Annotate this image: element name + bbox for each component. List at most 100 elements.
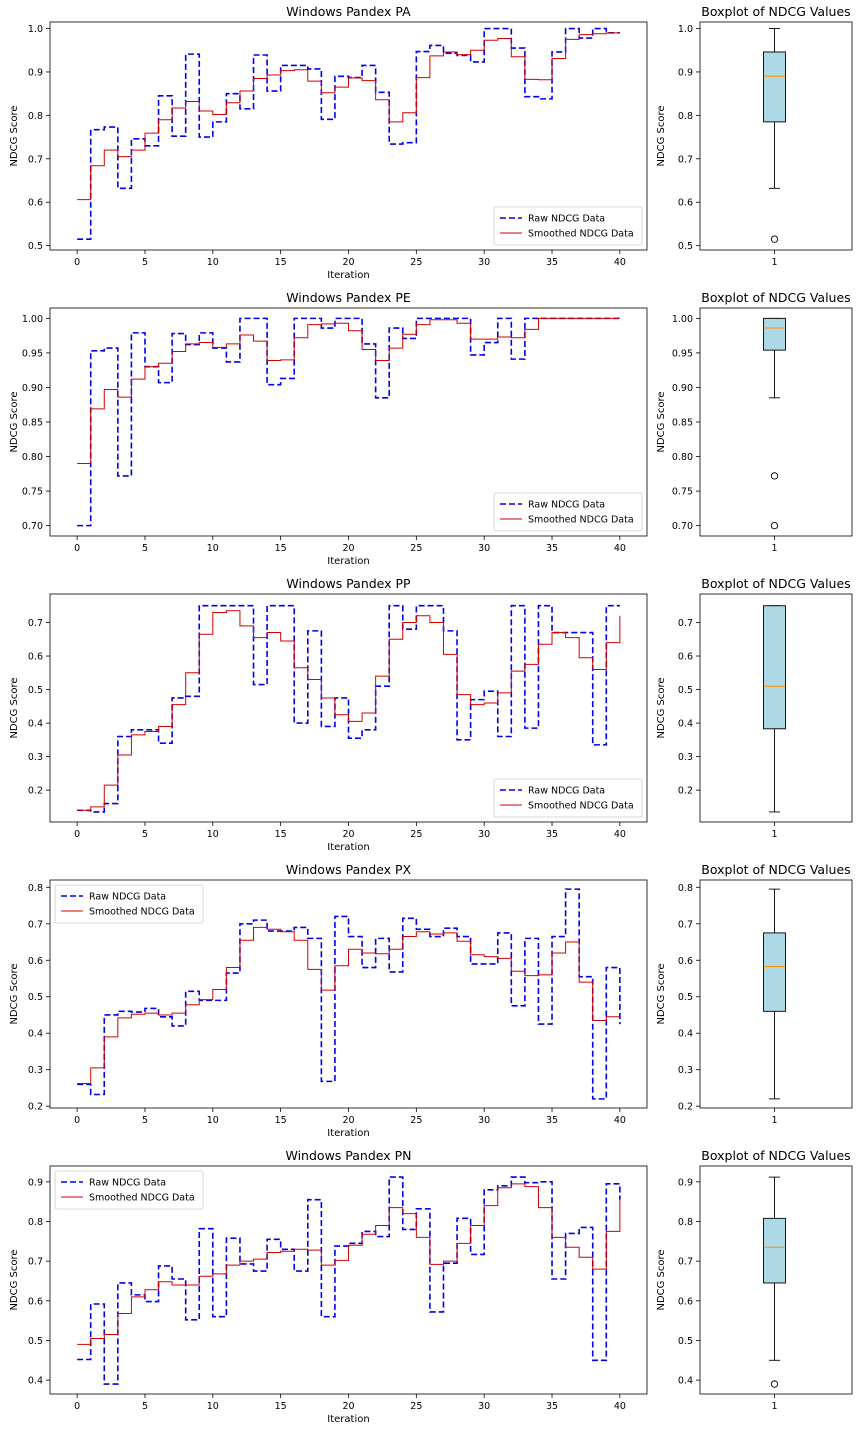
y-tick-label: 0.8: [28, 111, 43, 122]
x-tick-label: 40: [614, 1401, 626, 1412]
legend-entry: Smoothed NDCG Data: [528, 801, 634, 812]
x-tick-label: 30: [478, 829, 490, 840]
plot-area-frame: [49, 593, 648, 823]
x-tick-label: 20: [342, 257, 354, 268]
y-tick-label: 0.6: [678, 652, 693, 663]
y-tick-label: 0.4: [678, 1376, 693, 1387]
raw-ndcg-series-line: [77, 27, 620, 240]
plot-area-frame: [699, 21, 853, 251]
y-axis-label: NDCG Score: [9, 963, 20, 1024]
y-tick-label: 0.7: [28, 154, 43, 165]
interquartile-box: [763, 317, 786, 351]
x-tick-label: 15: [275, 1115, 287, 1126]
y-tick-label: 0.5: [678, 992, 693, 1003]
x-tick-label: 20: [342, 1115, 354, 1126]
raw-ndcg-series-line: [77, 888, 621, 1100]
y-tick-label: 0.4: [28, 1376, 43, 1387]
x-tick-label: 25: [410, 1401, 422, 1412]
x-tick-label: 40: [614, 257, 626, 268]
y-tick-label: 0.3: [678, 752, 693, 763]
x-tick-label: 1: [771, 1115, 777, 1126]
x-tick-label: 25: [410, 1115, 422, 1126]
y-tick-label: 0.4: [28, 719, 43, 730]
y-axis-label: NDCG Score: [9, 391, 20, 452]
legend-entry: Smoothed NDCG Data: [528, 229, 634, 240]
legend-entry: Raw NDCG Data: [528, 500, 605, 511]
y-tick-label: 1.00: [672, 314, 693, 325]
y-tick-label: 0.7: [678, 1257, 693, 1268]
y-tick-label: 0.7: [678, 919, 693, 930]
y-tick-label: 0.75: [672, 487, 693, 498]
line-chart-panel: Windows Pandex PE 0.70 0.75 0.80 0.85 0.90 0.9…: [9, 290, 648, 567]
legend: Raw NDCG Data Smoothed NDCG Data: [54, 884, 204, 924]
legend-entry: Smoothed NDCG Data: [528, 515, 634, 526]
legend: Raw NDCG Data Smoothed NDCG Data: [493, 206, 643, 246]
boxplot-panel: Boxplot of NDCG Values 0.70 0.75 0.80 0.85 0.…: [656, 290, 853, 554]
y-tick-label: 0.80: [672, 452, 693, 463]
boxplot-panel: Boxplot of NDCG Values 0.2 0.3 0.4 0.5 0.6 0.7…: [656, 862, 853, 1126]
y-tick-label: 0.70: [22, 521, 43, 532]
smoothed-ndcg-series-line: [77, 926, 620, 1085]
x-tick-label: 5: [142, 543, 148, 554]
y-tick-label: 0.9: [28, 67, 43, 78]
x-tick-label: 35: [546, 543, 558, 554]
line-chart-panel: Windows Pandex PP 0.2 0.3 0.4 0.5 0.6 0.7 NDCG …: [9, 576, 648, 853]
plot-area-frame: [699, 1165, 853, 1395]
x-axis-label: Iteration: [327, 270, 369, 281]
line-chart-panel: Windows Pandex PN 0.4 0.5 0.6 0.7 0.8 0.9 NDCG …: [9, 1148, 648, 1425]
y-tick-label: 0.6: [28, 1296, 43, 1307]
legend-entry: Raw NDCG Data: [528, 214, 605, 225]
y-axis-label: NDCG Score: [656, 1249, 667, 1310]
plot-area-frame: [49, 879, 648, 1109]
x-tick-label: 0: [74, 257, 80, 268]
y-axis-label: NDCG Score: [656, 963, 667, 1024]
y-tick-label: 0.6: [678, 198, 693, 209]
outlier-point: [770, 521, 779, 530]
legend-box: [493, 492, 643, 532]
y-tick-label: 0.80: [22, 452, 43, 463]
y-tick-label: 0.4: [28, 1029, 43, 1040]
x-tick-label: 1: [771, 543, 777, 554]
x-tick-label: 0: [74, 1115, 80, 1126]
x-tick-label: 5: [142, 257, 148, 268]
legend-entry: Raw NDCG Data: [89, 1178, 166, 1189]
y-tick-label: 0.5: [28, 241, 43, 252]
y-axis-label: NDCG Score: [656, 677, 667, 738]
smoothed-ndcg-series-line: [77, 1183, 621, 1345]
legend: Raw NDCG Data Smoothed NDCG Data: [493, 778, 643, 818]
x-tick-label: 10: [207, 1401, 219, 1412]
chart-title: Windows Pandex PE: [286, 290, 411, 305]
y-tick-label: 0.7: [28, 919, 43, 930]
interquartile-box: [763, 932, 786, 1012]
y-tick-label: 0.95: [22, 348, 43, 359]
legend-box: [493, 778, 643, 818]
legend: Raw NDCG Data Smoothed NDCG Data: [54, 1170, 204, 1210]
smoothed-ndcg-series-line: [77, 32, 620, 201]
raw-ndcg-series-line: [77, 604, 620, 813]
boxplot-title: Boxplot of NDCG Values: [701, 290, 850, 305]
chart-title: Windows Pandex PA: [286, 4, 411, 19]
y-tick-label: 0.4: [678, 719, 693, 730]
chart-title: Windows Pandex PN: [286, 1148, 412, 1163]
legend-box: [54, 884, 204, 924]
x-tick-label: 30: [478, 1115, 490, 1126]
y-axis-label: NDCG Score: [9, 1249, 20, 1310]
y-tick-label: 0.7: [28, 618, 43, 629]
smoothed-ndcg-series-line: [77, 610, 621, 811]
x-axis-label: Iteration: [327, 842, 369, 853]
y-tick-label: 0.5: [28, 1336, 43, 1347]
boxplot-panel: Boxplot of NDCG Values 0.4 0.5 0.6 0.7 0.8 0.9…: [656, 1148, 853, 1412]
y-tick-label: 0.5: [678, 1336, 693, 1347]
x-tick-label: 25: [410, 829, 422, 840]
y-tick-label: 0.7: [678, 154, 693, 165]
y-tick-label: 0.5: [678, 685, 693, 696]
boxplot-panel: Boxplot of NDCG Values 0.5 0.6 0.7 0.8 0.9 1.0…: [656, 4, 853, 268]
y-tick-label: 0.7: [28, 1257, 43, 1268]
x-tick-label: 20: [342, 1401, 354, 1412]
y-tick-label: 0.2: [678, 1102, 693, 1113]
y-tick-label: 0.2: [28, 786, 43, 797]
y-tick-label: 0.8: [678, 1217, 693, 1228]
outlier-point: [770, 1380, 779, 1388]
x-tick-label: 1: [771, 829, 777, 840]
